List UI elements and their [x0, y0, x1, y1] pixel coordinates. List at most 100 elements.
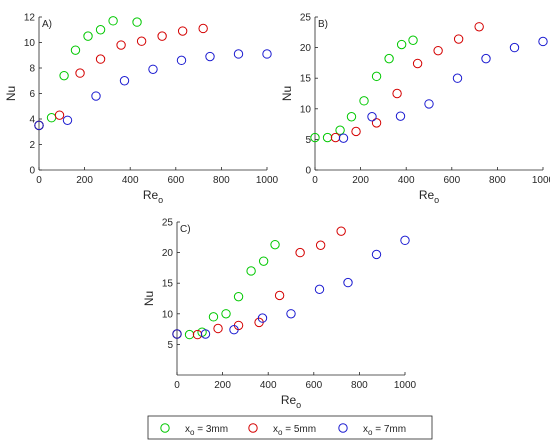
y-tick-label: 10	[300, 104, 312, 115]
legend-label-suffix: = 7mm	[372, 424, 406, 435]
data-point-x3	[359, 96, 369, 106]
data-point-x3	[83, 31, 93, 41]
x-tick-label: 800	[489, 175, 506, 186]
y-axis-label: Nu	[4, 86, 18, 101]
x-axis-label-main: Re	[419, 188, 435, 202]
legend-label: xo = 3mm	[185, 424, 228, 437]
y-tick-label: 20	[162, 248, 174, 259]
data-point-x7	[172, 329, 182, 339]
legend-box	[147, 415, 433, 440]
data-point-x3	[132, 17, 142, 27]
legend-item-x7: xo = 7mm	[338, 423, 406, 437]
x-tick-label: 200	[352, 175, 369, 186]
data-point-x5	[330, 132, 341, 143]
x-axis-label-subscript: o	[158, 195, 163, 205]
x-tick-label: 400	[122, 175, 139, 186]
data-point-x7	[481, 53, 491, 64]
data-point-x3	[322, 132, 333, 143]
y-axis-label: Nu	[142, 291, 156, 306]
data-point-x7	[91, 91, 101, 101]
y-tick-label: 25	[162, 218, 174, 229]
data-point-x7	[452, 73, 463, 83]
x-tick-label: 1000	[256, 175, 279, 186]
y-tick-label: 2	[29, 140, 35, 151]
legend-label-subscript: o	[278, 428, 283, 437]
data-point-x7	[233, 49, 244, 59]
y-tick-label: 5	[305, 135, 311, 146]
data-point-x7	[343, 277, 353, 288]
data-point-x3	[384, 53, 394, 64]
data-point-x7	[34, 120, 44, 131]
data-point-x3	[270, 239, 280, 250]
data-point-x3	[408, 35, 418, 45]
y-tick-label: 5	[167, 340, 173, 351]
data-point-x3	[95, 25, 106, 35]
data-point-x7	[286, 309, 296, 319]
x-tick-label: 800	[351, 380, 368, 391]
y-tick-label: 0	[29, 166, 35, 177]
data-point-x3	[258, 256, 269, 266]
data-point-x3	[396, 39, 407, 50]
legend-marker-x5	[248, 423, 258, 433]
legend: xo = 3mm xo = 5mm xo = 7mm	[147, 415, 433, 440]
data-point-x3	[108, 16, 118, 26]
legend-label-prefix: x	[185, 424, 190, 435]
y-tick-label: 25	[300, 13, 312, 24]
data-point-x3	[335, 125, 345, 135]
data-point-x7	[148, 64, 158, 74]
data-point-x3	[46, 113, 57, 123]
legend-item-x5: xo = 5mm	[248, 423, 316, 437]
data-point-x5	[274, 290, 285, 301]
x-tick-label: 400	[260, 380, 277, 391]
x-axis-label-subscript: o	[296, 400, 301, 410]
legend-item-x3: xo = 3mm	[160, 423, 228, 437]
data-point-x7	[200, 329, 211, 339]
y-tick-label: 4	[29, 115, 35, 126]
data-point-x5	[198, 23, 208, 34]
legend-label: xo = 5mm	[273, 424, 316, 437]
data-point-x3	[59, 70, 69, 81]
data-point-x5	[157, 31, 167, 41]
data-point-x5	[474, 22, 484, 32]
panel-label: C)	[180, 224, 191, 235]
data-point-x5	[75, 68, 85, 78]
data-point-x3	[246, 266, 256, 276]
data-point-x5	[54, 110, 65, 120]
legend-label-subscript: o	[368, 428, 373, 437]
x-axis-label-main: Re	[281, 393, 297, 407]
panel-label: A)	[42, 19, 52, 30]
data-point-x7	[371, 249, 382, 260]
legend-label-suffix: = 3mm	[194, 424, 228, 435]
data-point-x5	[315, 240, 326, 250]
data-point-x3	[310, 132, 320, 143]
data-point-x3	[221, 309, 231, 319]
data-point-x5	[336, 226, 346, 236]
data-point-x7	[509, 42, 520, 53]
y-tick-label: 10	[162, 309, 174, 320]
x-tick-label: 1000	[532, 175, 550, 186]
data-point-x7	[257, 313, 268, 323]
y-tick-label: 8	[29, 64, 35, 75]
y-axis-label: Nu	[280, 86, 294, 101]
x-axis-label-main: Re	[143, 188, 159, 202]
x-axis-label: Reo	[143, 188, 163, 205]
data-point-x7	[119, 76, 130, 86]
data-point-x5	[453, 34, 464, 44]
data-point-x7	[176, 55, 187, 66]
legend-label: xo = 7mm	[363, 424, 406, 437]
x-tick-label: 600	[443, 175, 460, 186]
data-point-x3	[70, 45, 81, 55]
x-axis-label: Reo	[281, 393, 301, 410]
x-tick-label: 1000	[394, 380, 417, 391]
legend-label-subscript: o	[190, 428, 195, 437]
data-point-x5	[351, 126, 361, 137]
y-tick-label: 20	[300, 43, 312, 54]
y-tick-label: 0	[305, 166, 311, 177]
data-point-x7	[395, 111, 406, 121]
legend-label-suffix: = 5mm	[282, 424, 316, 435]
panel-c: 0 200 400 600 800 1000 5 10 15 20 25 C) Reo Nu	[142, 218, 417, 411]
x-tick-label: 200	[214, 380, 231, 391]
data-point-x5	[136, 36, 147, 46]
x-tick-label: 800	[213, 175, 230, 186]
